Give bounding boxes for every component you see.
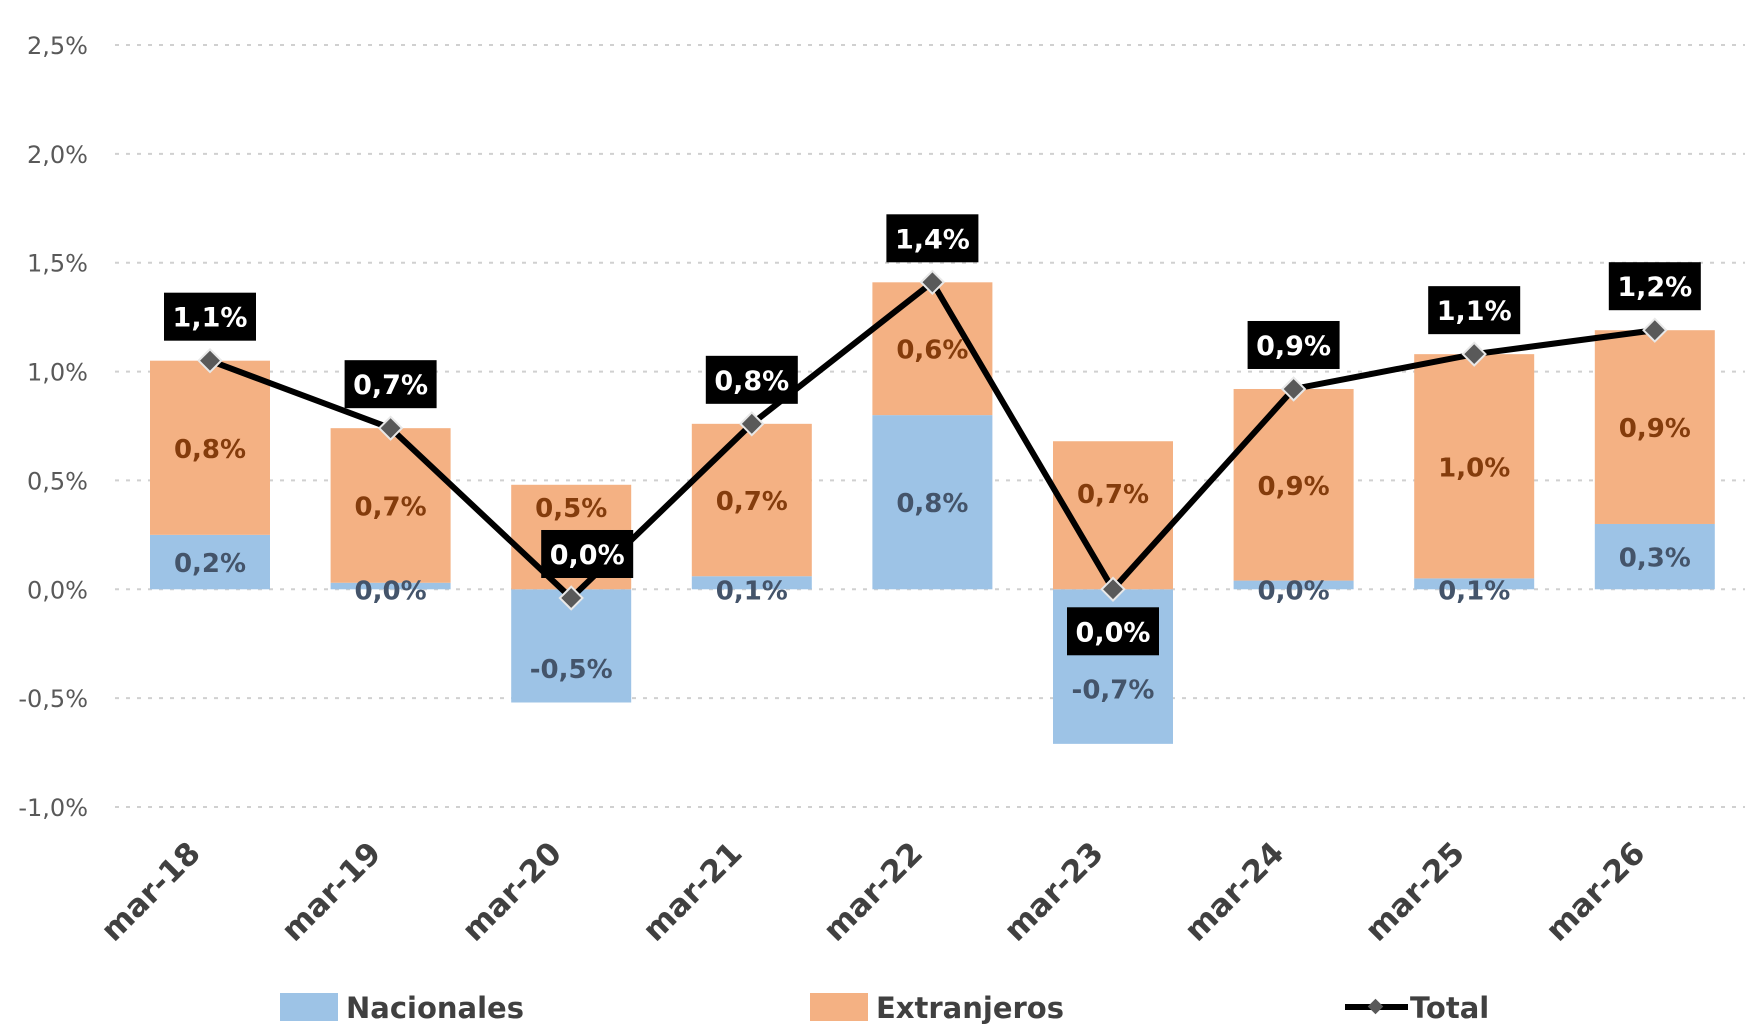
data-label-nacionales: 0,1% — [1438, 576, 1510, 606]
data-label-total: 0,0% — [550, 540, 625, 571]
legend-swatch-nacionales — [280, 993, 338, 1021]
data-label-nacionales: 0,8% — [896, 489, 968, 519]
y-tick-label: 0,5% — [27, 467, 88, 495]
y-tick-label: 2,0% — [27, 141, 88, 169]
total-marker — [377, 415, 404, 441]
bar-extranjeros — [330, 428, 451, 583]
data-label-total-box — [1608, 262, 1701, 311]
bar-nacionales — [1594, 523, 1715, 590]
data-label-total: 0,0% — [1076, 617, 1151, 648]
data-label-extranjeros: 1,0% — [1438, 453, 1510, 483]
data-label-nacionales: -0,5% — [530, 655, 613, 685]
legend-label-nacionales: Nacionales — [346, 991, 524, 1025]
bar-nacionales — [1414, 578, 1535, 590]
data-label-total: 0,8% — [714, 366, 789, 397]
data-label-total-box — [1247, 320, 1340, 369]
data-label-total-box — [344, 360, 437, 409]
total-line: 1,1% 0,7% 0,0% 0,8% 1,4% 0,0% 0,9% 1,1% 1,2% — [164, 214, 1701, 656]
data-label-nacionales: 0,1% — [716, 576, 788, 606]
total-marker — [1642, 317, 1668, 343]
y-axis: 2,5% 2,0% 1,5% 1,0% 0,5% 0,0% -0,5% -1,0% — [18, 32, 88, 822]
bar-nacionales — [691, 576, 812, 590]
x-axis: mar-18 mar-19 mar-20 mar-21 mar-22 mar-23 mar-… — [94, 835, 1652, 949]
y-tick-label: 1,0% — [27, 359, 88, 387]
total-marker — [1461, 341, 1487, 367]
x-tick-label: mar-25 — [1358, 835, 1472, 949]
x-tick-label: mar-23 — [997, 835, 1111, 949]
data-label-extranjeros: 0,9% — [1258, 472, 1330, 502]
x-tick-label: mar-21 — [636, 835, 750, 949]
x-tick-label: mar-19 — [275, 835, 389, 949]
bar-nacionales — [1233, 580, 1354, 590]
bar-extranjeros — [1233, 388, 1354, 581]
total-marker — [919, 269, 946, 296]
data-label-total-box — [886, 214, 979, 263]
total-marker — [1280, 376, 1307, 402]
legend-marker-total — [1367, 998, 1384, 1015]
data-label-total: 1,2% — [1617, 272, 1692, 303]
data-label-extranjeros: 0,9% — [1619, 414, 1691, 444]
legend-swatch-extranjeros — [810, 993, 868, 1021]
bar-extranjeros — [150, 360, 270, 535]
legend-label-extranjeros: Extranjeros — [876, 991, 1064, 1025]
data-label-total-box — [541, 529, 634, 578]
bar-nacionales — [330, 582, 451, 590]
bar-extranjeros — [691, 423, 812, 577]
data-label-extranjeros: 0,7% — [1077, 480, 1149, 510]
bar-nacionales — [150, 534, 270, 590]
data-label-nacionales: 0,0% — [1258, 576, 1330, 606]
y-tick-label: 2,5% — [27, 32, 88, 60]
x-tick-label: mar-26 — [1539, 835, 1653, 949]
data-label-nacionales: 0,2% — [174, 549, 246, 579]
total-marker — [558, 585, 584, 611]
data-label-extranjeros: 0,7% — [716, 487, 788, 517]
bar-labels: 0,2% 0,8% 0,0% 0,7% -0,5% 0,5% 0,1% 0,7% 0,8% 0,6… — [174, 336, 1691, 706]
data-label-nacionales: -0,7% — [1072, 676, 1155, 706]
data-label-total-box — [705, 355, 798, 404]
total-marker — [197, 347, 223, 374]
data-label-extranjeros: 0,5% — [535, 494, 607, 524]
data-label-nacionales: 0,0% — [355, 576, 427, 606]
data-label-total: 0,9% — [1256, 331, 1331, 362]
data-label-total: 1,1% — [1437, 296, 1512, 327]
total-marker — [739, 411, 765, 437]
legend: Nacionales Extranjeros Total — [280, 991, 1489, 1025]
data-label-extranjeros: 0,7% — [355, 492, 427, 522]
data-label-extranjeros: 0,6% — [896, 336, 968, 366]
x-tick-label: mar-22 — [817, 835, 931, 949]
data-label-extranjeros: 0,8% — [174, 435, 246, 465]
x-tick-label: mar-24 — [1178, 835, 1292, 949]
data-label-total: 1,1% — [173, 303, 248, 334]
total-marker — [1100, 576, 1126, 603]
y-tick-label: -1,0% — [18, 794, 88, 822]
bar-extranjeros — [1053, 441, 1173, 590]
x-tick-label: mar-18 — [94, 835, 208, 949]
legend-label-total: Total — [1410, 991, 1489, 1025]
data-label-total: 1,4% — [895, 224, 970, 255]
data-label-nacionales: 0,3% — [1619, 544, 1691, 574]
bar-nacionales — [872, 415, 993, 590]
bar-extranjeros — [1594, 330, 1715, 524]
bar-extranjeros — [1414, 354, 1535, 579]
data-label-total-box — [1428, 286, 1521, 335]
y-tick-label: -0,5% — [18, 685, 88, 713]
data-label-total-box — [164, 292, 256, 341]
y-tick-label: 1,5% — [27, 250, 88, 278]
bars — [150, 282, 1715, 744]
data-label-total: 0,7% — [353, 370, 428, 401]
data-label-total-box — [1067, 607, 1159, 656]
x-tick-label: mar-20 — [455, 835, 569, 949]
y-tick-label: 0,0% — [27, 576, 88, 604]
